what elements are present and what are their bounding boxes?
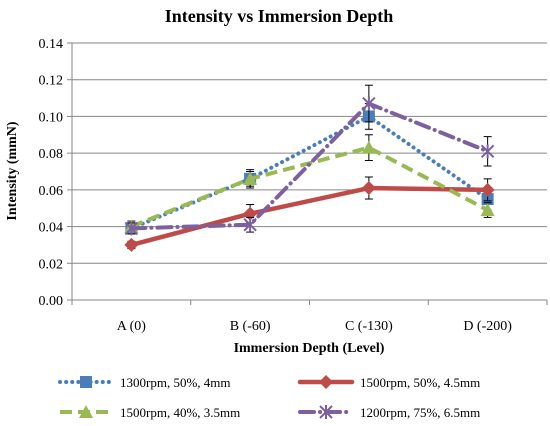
y-tick-label: 0.08 bbox=[39, 147, 64, 162]
y-axis-label: Intensity (mmN) bbox=[5, 121, 20, 220]
data-point bbox=[243, 217, 257, 232]
series-line bbox=[129, 101, 490, 231]
legend-label: 1500rpm, 50%, 4.5mm bbox=[360, 375, 480, 390]
legend-item: 1500rpm, 40%, 3.5mm bbox=[60, 405, 240, 420]
y-tick-label: 0.04 bbox=[39, 221, 64, 236]
axes bbox=[71, 43, 547, 301]
legend-marker bbox=[80, 376, 92, 388]
series-4 bbox=[124, 84, 495, 236]
data-point bbox=[480, 203, 495, 217]
x-axis-ticks: A (0) B (-60) C (-130) D (-200) bbox=[71, 300, 548, 334]
y-tick-label: 0.12 bbox=[39, 74, 64, 89]
data-point bbox=[480, 144, 495, 159]
y-tick-label: 0.14 bbox=[39, 37, 64, 52]
legend-marker bbox=[79, 405, 93, 418]
legend-item: 1300rpm, 50%, 4mm bbox=[58, 375, 231, 390]
chart-title: Intensity vs Immersion Depth bbox=[165, 6, 394, 26]
data-point bbox=[361, 181, 376, 196]
series-line bbox=[129, 185, 490, 248]
legend-label: 1200rpm, 75%, 6.5mm bbox=[360, 405, 480, 420]
legend-marker bbox=[319, 375, 333, 389]
y-tick-label: 0.06 bbox=[39, 184, 64, 199]
data-point bbox=[243, 171, 258, 185]
x-tick-label: A (0) bbox=[117, 319, 147, 334]
y-tick-label: 0.10 bbox=[39, 110, 64, 125]
data-point bbox=[480, 182, 495, 197]
x-tick-label: B (-60) bbox=[230, 319, 271, 334]
series-1 bbox=[125, 103, 494, 235]
grid-lines bbox=[72, 42, 547, 264]
series-group bbox=[124, 84, 495, 252]
legend: 1300rpm, 50%, 4mm 1500rpm, 50%, 4.5mm 1500… bbox=[58, 375, 480, 420]
data-point bbox=[124, 221, 139, 236]
legend-item: 1500rpm, 50%, 4.5mm bbox=[297, 375, 480, 390]
legend-marker bbox=[319, 405, 333, 419]
x-tick-label: C (-130) bbox=[345, 319, 393, 334]
legend-label: 1300rpm, 50%, 4mm bbox=[120, 375, 231, 390]
legend-label: 1500rpm, 40%, 3.5mm bbox=[120, 405, 240, 420]
x-tick-label: D (-200) bbox=[463, 319, 512, 334]
series-line bbox=[129, 114, 490, 231]
y-axis-ticks: 0.00 0.02 0.04 0.06 0.08 0.10 0.12 0.14 bbox=[39, 37, 72, 309]
data-point bbox=[361, 140, 376, 154]
series-2 bbox=[124, 176, 495, 252]
data-point bbox=[362, 96, 376, 111]
legend-item: 1200rpm, 75%, 6.5mm bbox=[298, 405, 480, 420]
y-tick-label: 0.02 bbox=[39, 257, 64, 272]
x-axis-label: Immersion Depth (Level) bbox=[234, 341, 385, 356]
data-point bbox=[124, 237, 139, 252]
y-tick-label: 0.00 bbox=[39, 294, 64, 309]
